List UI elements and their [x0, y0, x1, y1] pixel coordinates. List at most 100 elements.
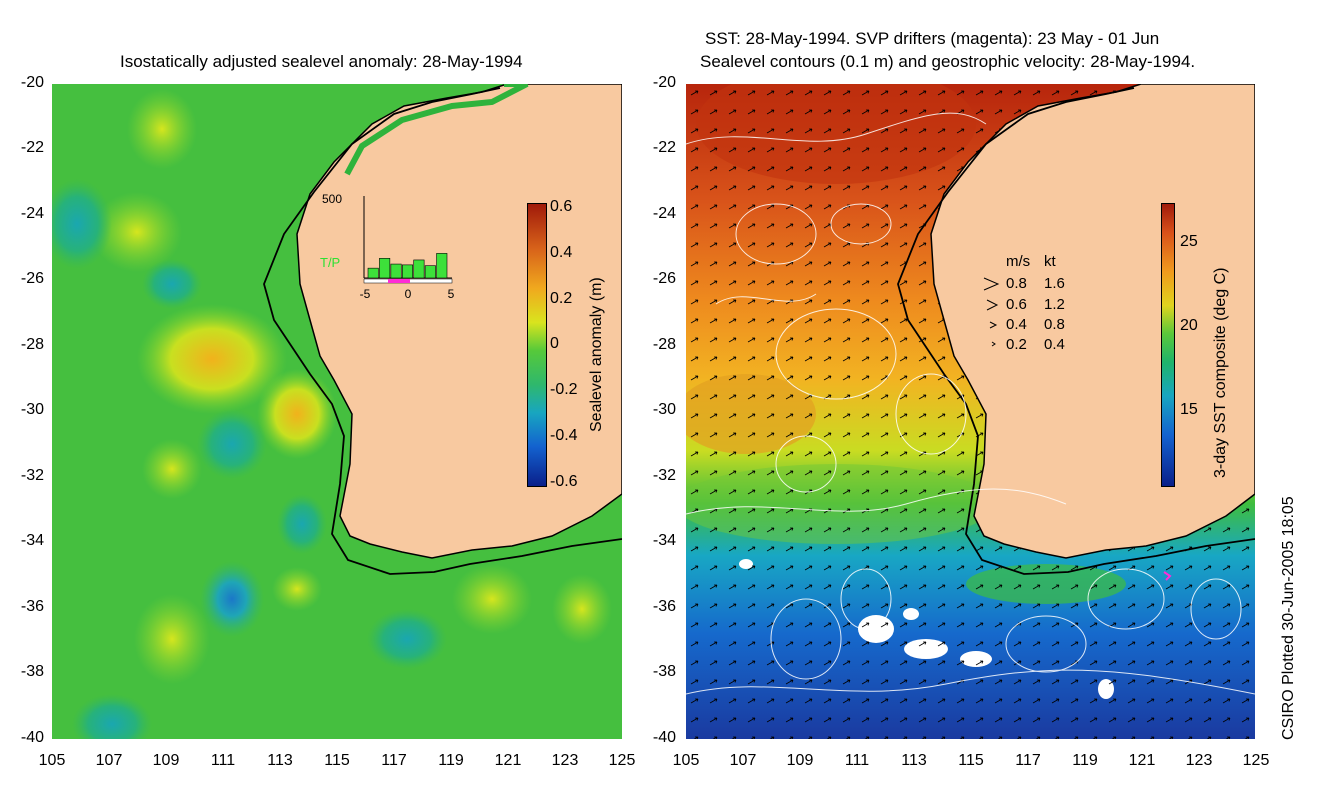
left-x-tick: 107 — [95, 752, 123, 769]
right-map — [686, 84, 1255, 739]
colorbar-tick: 25 — [1180, 233, 1198, 250]
left-x-tick: 115 — [324, 752, 350, 769]
inset-bar — [379, 258, 391, 279]
sealevel-colorbar — [527, 203, 547, 487]
inset-x-tick: 5 — [448, 287, 455, 301]
left-x-tick: 123 — [551, 752, 579, 769]
inset-bar — [413, 259, 425, 279]
right-x-tick: 105 — [672, 752, 700, 769]
right-x-tick: 113 — [901, 752, 927, 769]
inset-time-highlight — [388, 279, 410, 283]
sealevel-colorbar-label: Sealevel anomaly (m) — [588, 277, 605, 432]
colorbar-tick: 0.2 — [550, 290, 573, 307]
right-y-tick: -40 — [652, 729, 676, 746]
inset-ymax-label: 500 — [322, 192, 342, 206]
right-y-tick: -20 — [652, 74, 676, 91]
colorbar-tick: -0.2 — [550, 381, 578, 398]
inset-bar — [367, 267, 379, 279]
right-y-tick: -36 — [652, 598, 676, 615]
right-x-tick: 111 — [844, 752, 870, 769]
colorbar-tick: 20 — [1180, 317, 1198, 334]
tp-inset-histogram: 500 T/P -5 0 5 — [320, 192, 455, 301]
right-y-tick: -30 — [652, 401, 676, 418]
legend-kt-value: 1.2 — [1044, 296, 1065, 313]
legend-arrow-0.2 — [991, 341, 996, 347]
left-y-tick: -24 — [20, 205, 44, 222]
legend-arrow-0.8 — [983, 277, 1000, 291]
left-map-title: Isostatically adjusted sealevel anomaly:… — [120, 52, 523, 71]
inset-bars — [367, 253, 448, 279]
right-x-tick: 123 — [1185, 752, 1213, 769]
legend-header-ms: m/s — [1006, 253, 1030, 270]
left-x-tick: 119 — [438, 752, 464, 769]
legend-header-kt: kt — [1044, 253, 1057, 270]
right-y-tick: -26 — [652, 270, 676, 287]
left-y-tick: -30 — [20, 401, 44, 418]
colorbar-tick: 0.4 — [550, 244, 573, 261]
velocity-legend: m/s kt 0.8 1.6 0.6 1.2 0.4 0.8 0.2 0.4 — [983, 253, 1065, 352]
legend-ms-value: 0.2 — [1006, 336, 1027, 352]
inset-x-tick: 0 — [405, 287, 412, 301]
geostrophic-velocity-arrows — [686, 84, 1255, 739]
svp-drifter-track — [1163, 571, 1172, 581]
left-x-tick: 111 — [210, 752, 236, 769]
left-y-tick: -22 — [20, 139, 44, 156]
plot-credit: CSIRO Plotted 30-Jun-2005 18:05 — [1280, 496, 1297, 740]
legend-kt-value: 0.8 — [1044, 316, 1065, 333]
sealevel-contours — [686, 112, 1255, 695]
right-map-title-line1: SST: 28-May-1994. SVP drifters (magenta)… — [705, 29, 1160, 48]
left-y-tick: -40 — [20, 729, 44, 746]
inset-x-tick: -5 — [360, 287, 371, 301]
left-x-tick: 125 — [608, 752, 636, 769]
right-x-tick: 125 — [1242, 752, 1270, 769]
right-x-tick: 119 — [1072, 752, 1098, 769]
right-y-tick: -34 — [652, 532, 676, 549]
shelf-contour — [897, 87, 1255, 575]
left-y-tick: -38 — [20, 663, 44, 680]
colorbar-tick: -0.6 — [550, 473, 578, 490]
inset-tp-label: T/P — [320, 255, 340, 270]
left-x-tick: 117 — [381, 752, 407, 769]
right-map-title-line2: Sealevel contours (0.1 m) and geostrophi… — [700, 52, 1196, 71]
right-y-tick: -22 — [652, 139, 676, 156]
right-y-tick: -32 — [652, 467, 676, 484]
right-x-tick: 117 — [1015, 752, 1041, 769]
legend-ms-value: 0.4 — [1006, 316, 1027, 333]
left-y-tick: -20 — [20, 74, 44, 91]
left-x-tick: 109 — [152, 752, 180, 769]
sst-colorbar-label: 3-day SST composite (deg C) — [1212, 267, 1229, 478]
legend-arrow-0.4 — [989, 321, 998, 329]
right-x-tick: 121 — [1128, 752, 1156, 769]
legend-kt-value: 0.4 — [1044, 336, 1065, 352]
inset-bar — [390, 263, 402, 279]
colorbar-tick: 15 — [1180, 401, 1198, 418]
left-x-tick: 113 — [267, 752, 293, 769]
sealevel-anomaly-features — [52, 89, 612, 739]
colorbar-tick: 0 — [550, 335, 559, 352]
left-y-tick: -28 — [20, 336, 44, 353]
coastal-strip — [344, 84, 529, 176]
right-y-tick: -28 — [652, 336, 676, 353]
left-y-tick: -36 — [20, 598, 44, 615]
left-y-tick: -26 — [20, 270, 44, 287]
shelf-contour — [263, 87, 622, 575]
right-y-tick: -24 — [652, 205, 676, 222]
left-x-tick: 121 — [494, 752, 522, 769]
left-y-tick: -34 — [20, 532, 44, 549]
legend-ms-value: 0.6 — [1006, 296, 1027, 313]
inset-bar — [436, 253, 448, 279]
colorbar-tick: -0.4 — [550, 427, 578, 444]
right-x-tick: 115 — [958, 752, 984, 769]
legend-ms-value: 0.8 — [1006, 275, 1027, 292]
legend-arrow-0.6 — [986, 299, 999, 311]
left-y-tick: -32 — [20, 467, 44, 484]
right-x-tick: 107 — [729, 752, 757, 769]
legend-kt-value: 1.6 — [1044, 275, 1065, 292]
left-x-tick: 105 — [38, 752, 66, 769]
right-y-tick: -38 — [652, 663, 676, 680]
colorbar-tick: 0.6 — [550, 198, 573, 215]
inset-bar — [424, 265, 436, 279]
sst-colorbar — [1161, 203, 1175, 487]
inset-bar — [401, 264, 414, 279]
right-x-tick: 109 — [786, 752, 814, 769]
